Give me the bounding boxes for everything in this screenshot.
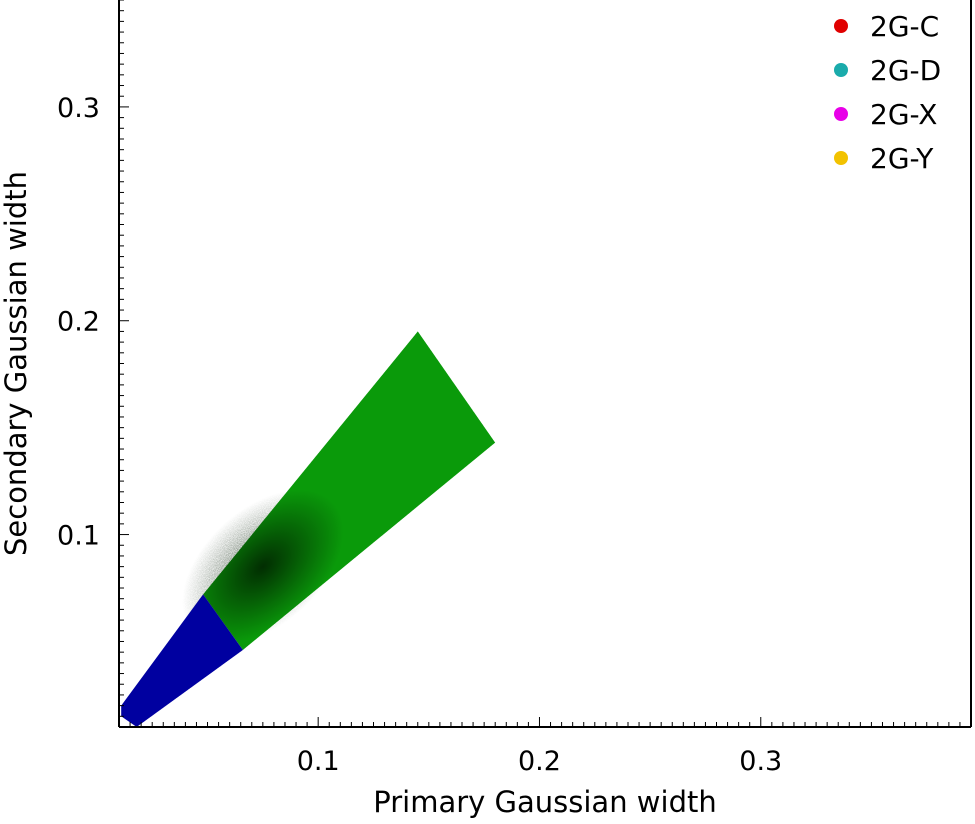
series-2g-c <box>417 256 894 514</box>
legend: 2G-C 2G-D 2G-X 2G-Y <box>834 10 941 175</box>
x-axis-label: Primary Gaussian width <box>373 785 716 819</box>
legend-item-2g-c: 2G-C <box>834 10 939 43</box>
series-2g-y <box>136 442 971 727</box>
legend-item-2g-d: 2G-D <box>834 54 941 87</box>
legend-marker <box>834 63 848 77</box>
scatter-region-2g-c <box>417 256 894 514</box>
legend-label: 2G-X <box>870 98 937 131</box>
legend-label: 2G-Y <box>870 142 934 175</box>
y-axis-label: Secondary Gaussian width <box>0 171 33 556</box>
legend-label: 2G-D <box>870 54 941 87</box>
x-tick-label: 0.1 <box>297 746 340 777</box>
legend-marker <box>834 151 848 165</box>
scatter-region-2g-d <box>121 0 139 706</box>
legend-marker <box>834 19 848 33</box>
legend-label: 2G-C <box>870 10 939 43</box>
legend-marker <box>834 107 848 121</box>
legend-item-2g-x: 2G-X <box>834 98 937 131</box>
legend-item-2g-y: 2G-Y <box>834 142 934 175</box>
y-tick-label: 0.2 <box>57 307 100 338</box>
y-tick-label: 0.3 <box>57 93 100 124</box>
series-2g-x <box>138 0 423 674</box>
series-2g-d <box>121 0 139 706</box>
x-tick-label: 0.3 <box>739 746 782 777</box>
y-tick-label: 0.1 <box>57 521 100 552</box>
x-tick-label: 0.2 <box>518 746 561 777</box>
unlabeled-region-1 <box>121 594 243 727</box>
scatter-region-2g-x <box>138 0 423 674</box>
scatter-region-2g-y <box>136 442 971 727</box>
